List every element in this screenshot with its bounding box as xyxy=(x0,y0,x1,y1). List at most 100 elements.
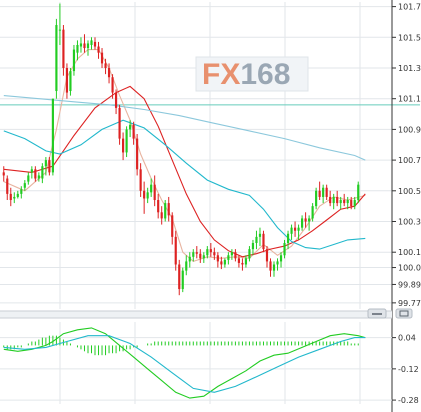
candlestick xyxy=(146,187,149,204)
candle-body xyxy=(353,200,356,207)
candlestick xyxy=(339,196,342,210)
candle-body xyxy=(6,178,9,194)
candlestick xyxy=(332,193,335,210)
candlestick xyxy=(241,258,244,271)
candlesticks xyxy=(2,3,360,296)
candle-body xyxy=(97,46,100,53)
candlestick xyxy=(62,25,65,76)
macd-lines xyxy=(3,327,366,399)
candlestick xyxy=(234,249,237,262)
maximize-button-box[interactable] xyxy=(395,308,413,319)
candlestick xyxy=(301,215,304,231)
candlestick xyxy=(20,186,23,199)
candle-body xyxy=(188,256,191,262)
candle-body xyxy=(41,166,44,179)
candle-body xyxy=(241,262,244,265)
candlestick xyxy=(6,175,9,201)
candlestick xyxy=(153,175,156,207)
candle-body xyxy=(234,252,237,259)
candle-body xyxy=(16,193,19,197)
candlestick xyxy=(171,212,174,245)
candle-body xyxy=(20,189,23,194)
candlestick xyxy=(297,224,300,240)
candle-body xyxy=(178,264,181,290)
macd-histogram xyxy=(3,335,359,356)
price-tick-label: 100.5 xyxy=(398,187,421,196)
candle-body xyxy=(213,252,216,256)
candle-body xyxy=(290,227,293,234)
candlestick xyxy=(41,163,44,184)
candle-body xyxy=(279,255,283,262)
price-tick-label: 101.3 xyxy=(398,64,421,73)
watermark-prefix: FX xyxy=(202,58,240,91)
candle-body xyxy=(311,206,314,219)
candle-body xyxy=(202,255,205,259)
candlestick xyxy=(227,252,230,265)
candle-body xyxy=(37,175,40,179)
candlestick xyxy=(51,98,54,176)
candlestick xyxy=(325,184,328,201)
candle-body xyxy=(153,184,156,201)
candlestick xyxy=(192,249,195,262)
candlestick xyxy=(251,239,255,256)
candlestick xyxy=(118,104,121,145)
candle-body xyxy=(129,124,132,130)
candlestick xyxy=(143,181,146,214)
candle-body xyxy=(308,218,311,222)
candlestick xyxy=(122,132,125,161)
candlestick xyxy=(213,247,216,260)
candle-body xyxy=(227,255,230,260)
candlestick xyxy=(276,258,279,271)
price-tick-label: 101.7 xyxy=(398,3,421,12)
price-tick-label: 99.77 xyxy=(398,299,421,308)
candle-body xyxy=(55,25,58,92)
candlestick xyxy=(223,258,226,268)
candle-body xyxy=(9,193,12,201)
candlestick xyxy=(202,252,205,263)
candlestick xyxy=(346,196,349,210)
candlestick xyxy=(188,252,191,268)
candle-body xyxy=(350,200,353,207)
candlestick xyxy=(262,230,265,253)
candle-body xyxy=(13,196,16,199)
watermark-frame xyxy=(195,56,309,92)
minimize-button[interactable] xyxy=(367,308,387,319)
candle-body xyxy=(93,41,97,47)
macd-dif-line xyxy=(3,327,366,399)
moving-average-ma-mid xyxy=(3,85,366,258)
candlestick xyxy=(185,255,188,276)
candle-body xyxy=(262,233,265,250)
candle-body xyxy=(72,49,76,72)
maximize-button[interactable] xyxy=(395,308,413,319)
candle-body xyxy=(265,249,269,262)
candlestick xyxy=(206,246,209,259)
candle-body xyxy=(100,52,104,64)
candle-body xyxy=(30,169,33,173)
candle-body xyxy=(107,68,111,78)
candle-body xyxy=(283,242,286,256)
candle-body xyxy=(157,200,160,213)
price-tick-label: 99.89 xyxy=(398,280,421,289)
macd-tick-label: -0.12 xyxy=(398,365,419,374)
candle-body xyxy=(293,227,297,231)
candle-body xyxy=(23,183,26,188)
candlestick xyxy=(139,163,142,197)
price-tick-label: 100.7 xyxy=(398,156,421,165)
macd-tick-label: 0.04 xyxy=(398,334,416,343)
candle-body xyxy=(174,236,177,265)
price-y-axis: 101.7 101.5 101.3 101.1 100.9 100.7 100.5 100.3… xyxy=(392,3,421,308)
candlestick xyxy=(72,44,76,76)
candle-body xyxy=(301,218,304,228)
candle-body xyxy=(171,215,174,237)
macd-panel: 0.04 -0.12 -0.28 xyxy=(0,322,419,405)
candlestick xyxy=(104,58,107,75)
candlestick xyxy=(350,196,353,210)
candlestick xyxy=(220,256,223,270)
macd-y-axis: 0.04 -0.12 -0.28 xyxy=(392,334,419,405)
candlestick xyxy=(69,68,72,96)
candle-body xyxy=(118,107,121,139)
candlestick xyxy=(195,246,198,259)
candlestick xyxy=(199,249,202,263)
candle-body xyxy=(276,261,279,265)
